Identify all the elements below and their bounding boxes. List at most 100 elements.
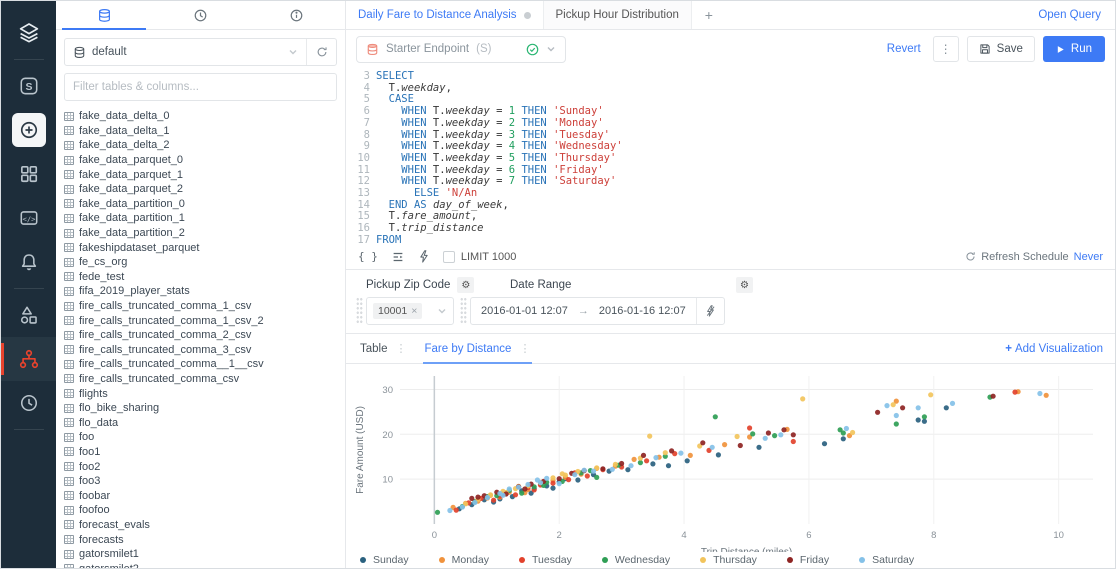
ellipsis-vertical-icon[interactable]: ⋮ [395, 343, 407, 355]
table-row[interactable]: fake_data_delta_2 [64, 138, 345, 153]
table-grid-icon [64, 520, 74, 530]
date-quick-fill-button[interactable] [695, 298, 724, 324]
tab-pickup-hour[interactable]: Pickup Hour Distribution [543, 1, 692, 29]
table-row[interactable]: fede_test [64, 270, 345, 285]
tab-daily-fare[interactable]: Daily Fare to Distance Analysis [346, 1, 544, 29]
legend-item[interactable]: Thursday [700, 554, 757, 566]
table-row[interactable]: gatorsmilet1 [64, 547, 345, 562]
table-name: fire_calls_truncated_comma_1_csv_2 [79, 314, 264, 327]
table-row[interactable]: fire_calls_truncated_comma_1_csv_2 [64, 313, 345, 328]
date-filter-settings-button[interactable]: ⚙ [736, 277, 753, 293]
table-list[interactable]: fake_data_delta_0 fake_data_delta_1 fake_d… [56, 107, 345, 568]
tab-fare-by-distance[interactable]: Fare by Distance ⋮ [422, 334, 533, 364]
add-visualization-label: Add Visualization [1014, 342, 1103, 355]
history-clock-icon[interactable] [1, 381, 56, 425]
table-row[interactable]: foobar [64, 488, 345, 503]
table-grid-icon [64, 213, 74, 223]
zip-filter-settings-button[interactable]: ⚙ [457, 277, 475, 293]
table-row[interactable]: fake_data_partition_2 [64, 226, 345, 241]
revert-button[interactable]: Revert [886, 43, 921, 55]
table-row[interactable]: fire_calls_truncated_comma_2_csv [64, 328, 345, 343]
s-badge-icon[interactable]: S [1, 64, 56, 108]
table-row[interactable]: fake_data_delta_1 [64, 124, 345, 139]
table-row[interactable]: foo2 [64, 459, 345, 474]
remove-zip-icon[interactable]: × [411, 305, 418, 317]
sidebar-tabs [56, 1, 345, 30]
legend-label: Tuesday [531, 554, 572, 566]
dashboard-grid-icon[interactable] [1, 152, 56, 196]
table-row[interactable]: fake_data_partition_1 [64, 211, 345, 226]
legend-item[interactable]: Monday [438, 554, 489, 566]
table-row[interactable]: fifa_2019_player_stats [64, 284, 345, 299]
drag-handle[interactable] [356, 297, 363, 325]
table-row[interactable]: fire_calls_truncated_comma_1_csv [64, 299, 345, 314]
table-row[interactable]: forecast_evals [64, 518, 345, 533]
sql-editor[interactable]: 3 4 5 6 7 8 9 10 11 12 13 14 15 16 17 SELECT T.weekday… [346, 68, 1115, 244]
legend-item[interactable]: Sunday [360, 554, 409, 566]
sidebar-tab-info[interactable] [249, 1, 345, 29]
table-name: fake_data_parquet_1 [79, 168, 183, 181]
ellipsis-vertical-icon[interactable]: ⋮ [519, 343, 531, 355]
table-row[interactable]: fire_calls_truncated_comma_3_csv [64, 343, 345, 358]
legend-dot [438, 557, 445, 563]
legend-item[interactable]: Tuesday [518, 554, 572, 566]
more-options-button[interactable]: ⋮ [932, 36, 959, 62]
table-row[interactable]: fake_data_partition_0 [64, 197, 345, 212]
lint-bolt-button[interactable] [418, 250, 430, 263]
table-row[interactable]: fake_data_parquet_1 [64, 167, 345, 182]
legend-label: Friday [799, 554, 830, 566]
table-row[interactable]: fakeshipdataset_parquet [64, 240, 345, 255]
table-grid-icon [64, 432, 74, 442]
add-visualization-button[interactable]: + Add Visualization [1005, 343, 1103, 355]
open-query-link[interactable]: Open Query [1024, 1, 1115, 29]
table-row[interactable]: foo [64, 430, 345, 445]
filter-tables-input[interactable]: Filter tables & columns... [64, 73, 337, 101]
table-row[interactable]: gatorsmilet2 [64, 561, 345, 568]
table-row[interactable]: fake_data_parquet_0 [64, 153, 345, 168]
table-row[interactable]: fake_data_parquet_2 [64, 182, 345, 197]
engine-selector[interactable]: Starter Endpoint (S) [356, 35, 566, 63]
save-label: Save [996, 43, 1023, 55]
legend-item[interactable]: Wednesday [601, 554, 670, 566]
table-row[interactable]: foo1 [64, 445, 345, 460]
gear-icon: ⚙ [461, 279, 471, 291]
new-tab-button[interactable]: + [692, 1, 726, 29]
refresh-tables-button[interactable] [306, 39, 336, 65]
legend-item[interactable]: Saturday [859, 554, 914, 566]
legend-item[interactable]: Friday [786, 554, 830, 566]
table-row[interactable]: foo3 [64, 474, 345, 489]
limit-checkbox[interactable]: LIMIT 1000 [442, 250, 516, 263]
format-query-button[interactable] [391, 250, 405, 264]
table-grid-icon [64, 345, 74, 355]
database-select[interactable]: default [64, 38, 337, 66]
table-row[interactable]: flo_data [64, 415, 345, 430]
shapes-icon[interactable] [1, 293, 56, 337]
table-row[interactable]: flo_bike_sharing [64, 401, 345, 416]
rail-divider [13, 288, 44, 289]
result-tabs: Table ⋮ Fare by Distance ⋮ + Add Visualiz… [346, 334, 1115, 364]
code-snippets-icon[interactable]: </> [1, 196, 56, 240]
table-grid-icon [64, 359, 74, 369]
history-icon [194, 9, 207, 21]
refresh-schedule-value[interactable]: Never [1073, 250, 1103, 263]
table-row[interactable]: flights [64, 386, 345, 401]
zip-code-select[interactable]: 10001 × [366, 297, 454, 325]
sidebar-tab-tables[interactable] [56, 1, 152, 30]
run-button[interactable]: Run [1042, 36, 1105, 62]
table-row[interactable]: foofoo [64, 503, 345, 518]
drag-handle[interactable] [460, 297, 467, 325]
notifications-bell-icon[interactable] [1, 240, 56, 284]
table-row[interactable]: fire_calls_truncated_comma__1__csv [64, 357, 345, 372]
date-range-input[interactable]: 2016-01-01 12:07 → 2016-01-16 12:07 [470, 297, 725, 325]
table-row[interactable]: fe_cs_org [64, 255, 345, 270]
table-row[interactable]: fake_data_delta_0 [64, 109, 345, 124]
table-row[interactable]: fire_calls_truncated_comma_csv [64, 372, 345, 387]
new-datadoc-button[interactable] [1, 108, 56, 152]
save-button[interactable]: Save [966, 36, 1035, 62]
template-vars-button[interactable]: { } [358, 250, 378, 263]
logo-layers-icon[interactable] [1, 11, 56, 55]
tab-table[interactable]: Table ⋮ [358, 334, 409, 363]
sidebar-tab-history[interactable] [152, 1, 248, 29]
table-row[interactable]: forecasts [64, 532, 345, 547]
lineage-icon[interactable] [1, 337, 56, 381]
